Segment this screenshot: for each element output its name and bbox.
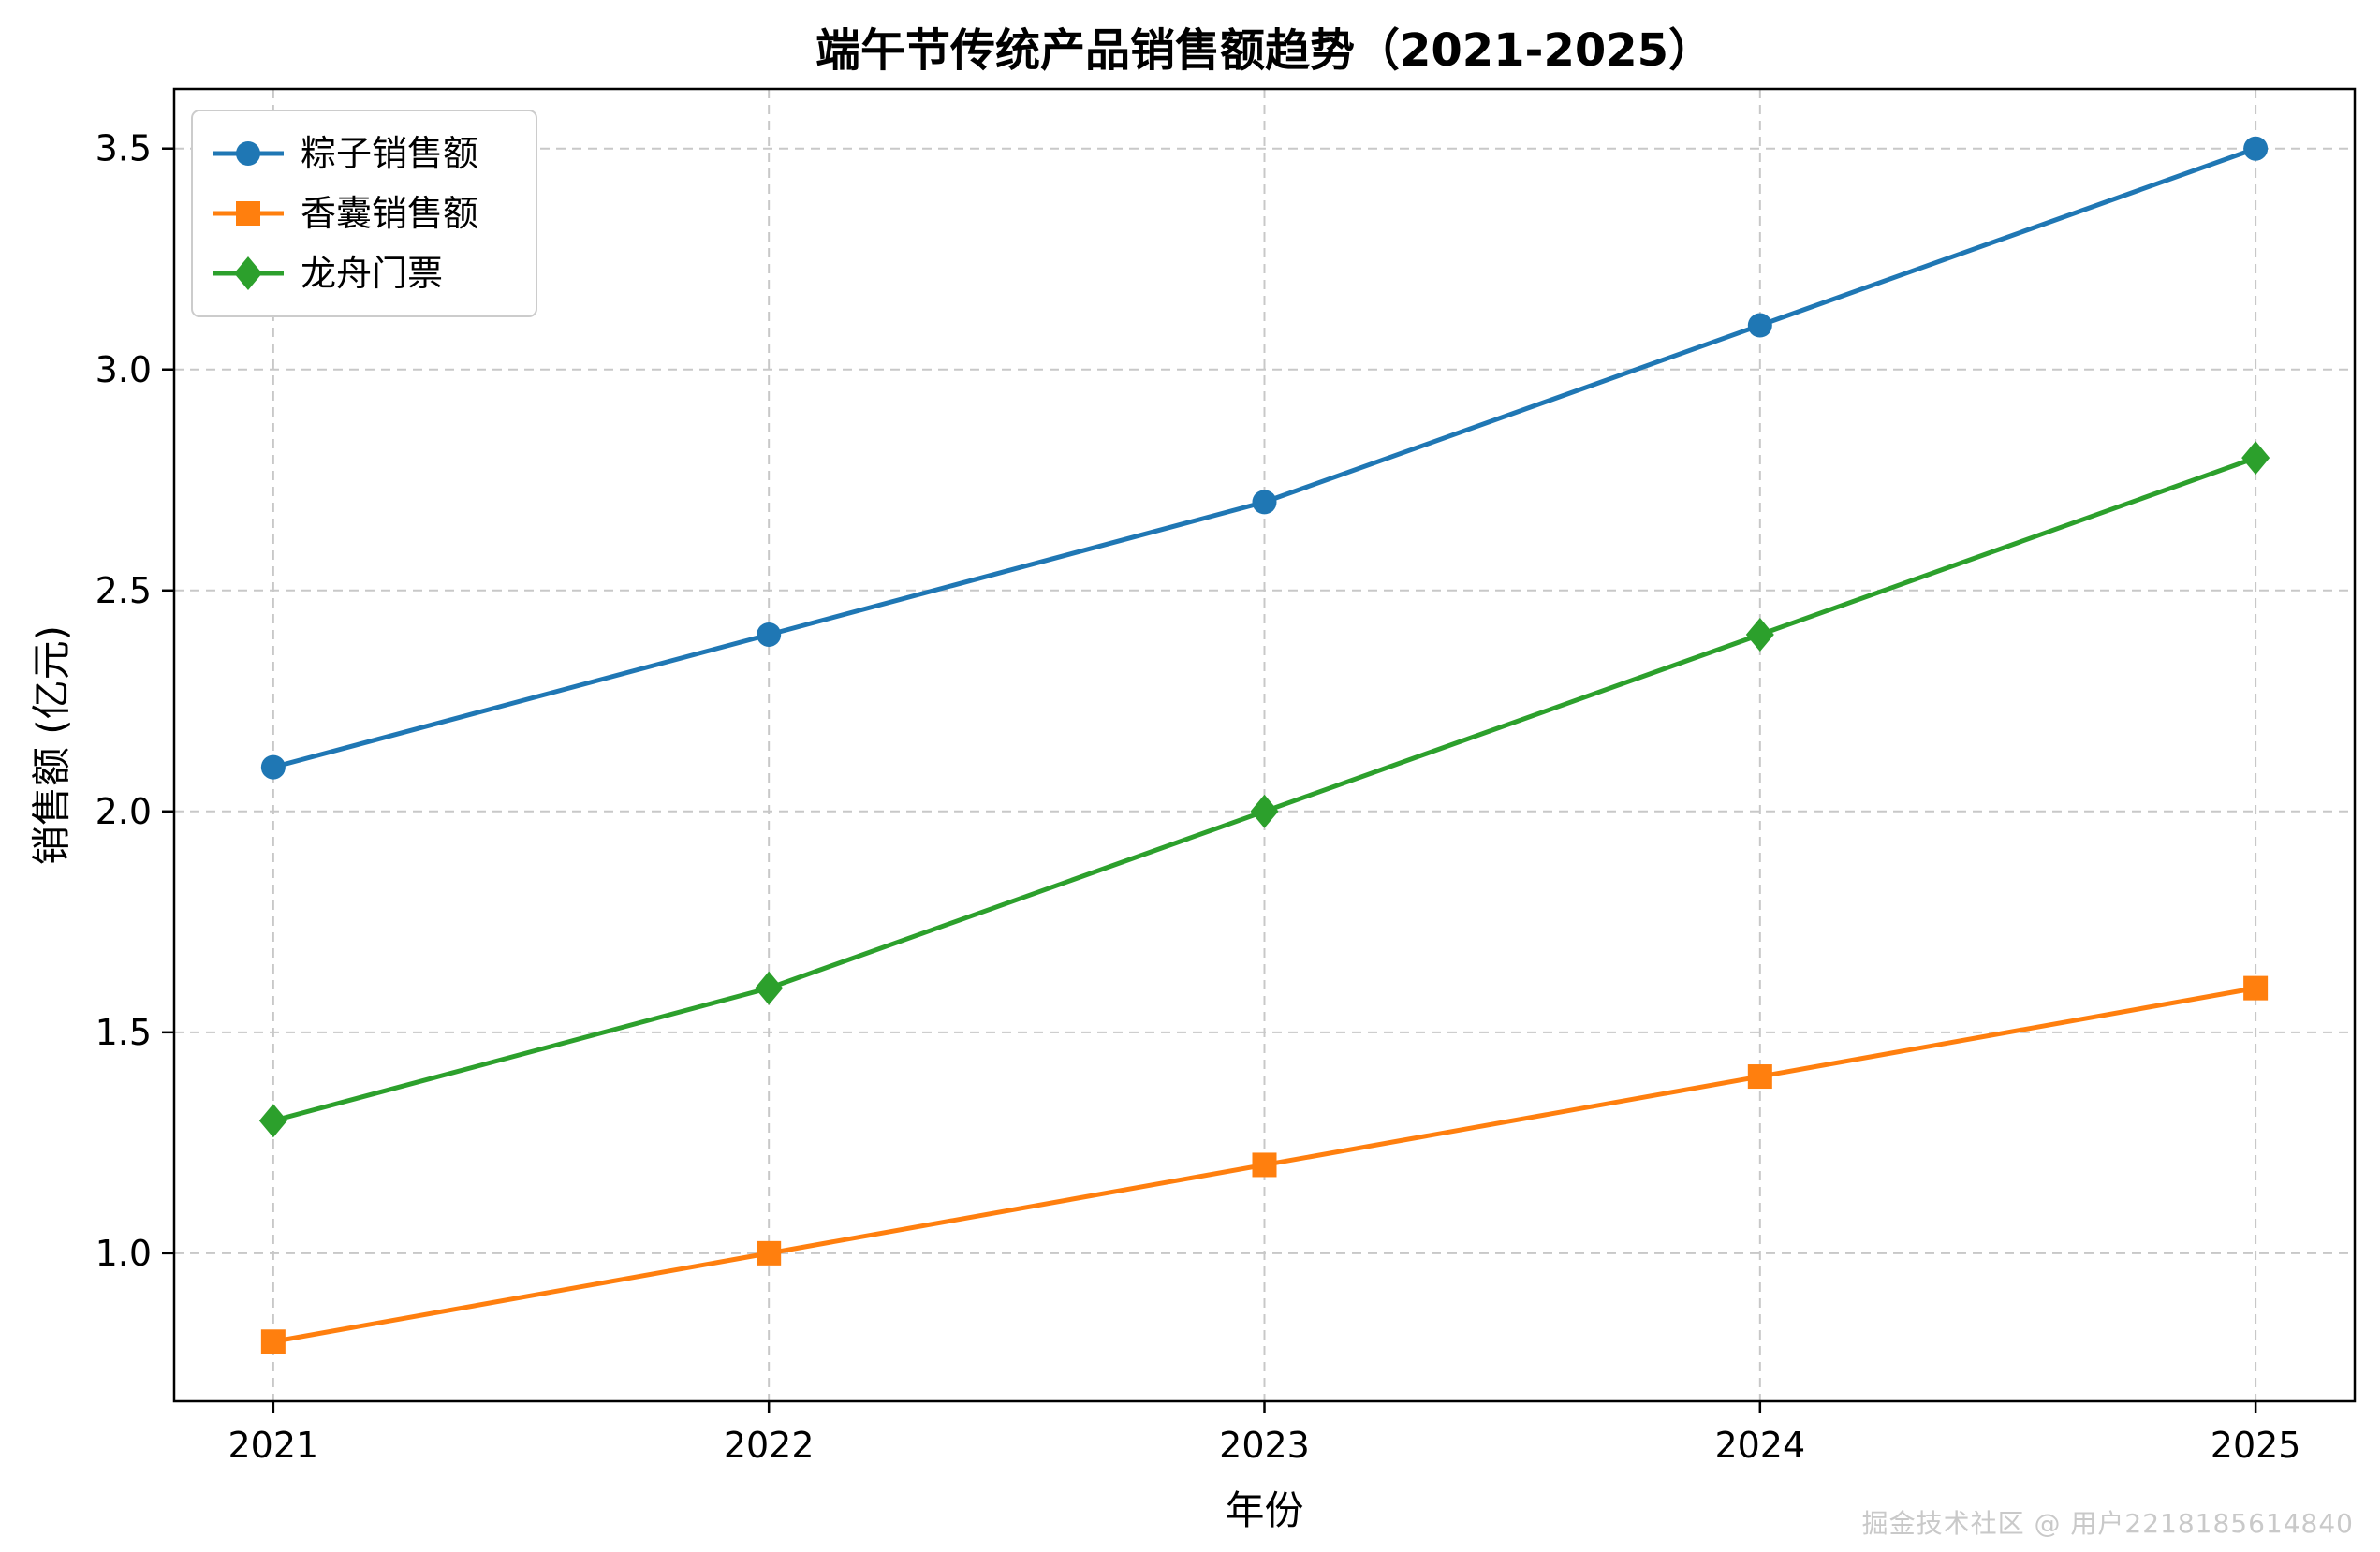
watermark: 掘金技术社区 @ 用户2218185614840 <box>1861 1508 2354 1539</box>
y-tick-label: 2.5 <box>95 570 152 611</box>
y-tick-label: 1.0 <box>95 1233 152 1274</box>
legend-box <box>191 110 537 317</box>
legend-label: 龙舟门票 <box>301 253 443 294</box>
data-point-marker <box>1747 1064 1772 1090</box>
chart-title: 端午节传统产品销售额趋势（2021-2025） <box>815 24 1714 77</box>
x-tick-label: 2022 <box>724 1425 815 1466</box>
data-point-marker <box>1745 617 1774 652</box>
y-tick-label: 3.5 <box>95 128 152 169</box>
x-tick-label: 2025 <box>2211 1425 2301 1466</box>
y-tick-label: 2.0 <box>95 791 152 832</box>
data-point-marker <box>2243 136 2269 161</box>
legend-sample-marker <box>236 141 260 166</box>
legend-label: 香囊销售额 <box>301 193 478 234</box>
y-tick-label: 3.0 <box>95 349 152 390</box>
x-tick-label: 2021 <box>228 1425 319 1466</box>
data-point-marker <box>260 754 286 780</box>
data-point-marker <box>258 1104 287 1138</box>
x-axis-label: 年份 <box>1225 1487 1304 1533</box>
legend-sample-marker <box>236 201 260 226</box>
legend-sample-marker <box>234 256 262 290</box>
data-point-marker <box>1252 1152 1277 1178</box>
data-point-marker <box>755 971 784 1005</box>
x-tick-label: 2024 <box>1714 1425 1805 1466</box>
data-point-marker <box>1250 794 1279 828</box>
legend-label: 粽子销售额 <box>301 133 478 174</box>
data-point-marker <box>260 1329 286 1354</box>
data-point-marker <box>757 622 782 647</box>
data-point-marker <box>1747 313 1772 338</box>
y-tick-label: 1.5 <box>95 1012 152 1053</box>
data-point-marker <box>2241 441 2270 476</box>
data-point-marker <box>2243 975 2269 1001</box>
x-tick-label: 2023 <box>1219 1425 1310 1466</box>
data-point-marker <box>757 1240 782 1266</box>
data-point-marker <box>1252 490 1277 515</box>
